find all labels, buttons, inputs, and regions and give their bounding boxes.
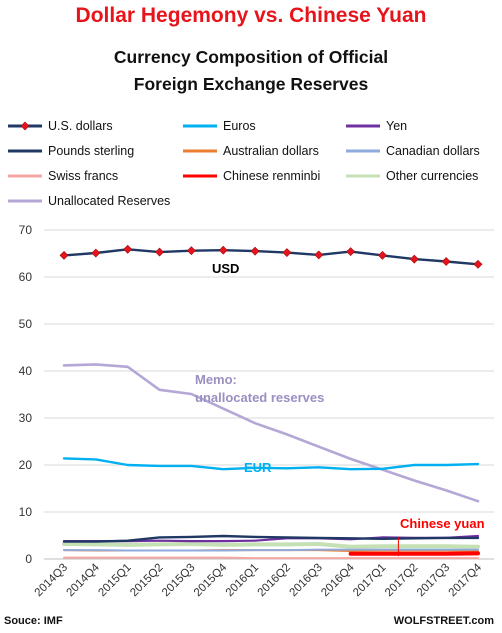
annotation-usd: USD	[212, 261, 239, 276]
source-note: Souce: IMF	[4, 615, 63, 627]
x-tick-label: 2016Q3	[287, 562, 324, 599]
series-line-pounds-sterling	[62, 534, 480, 543]
x-tick-label: 2017Q2	[383, 562, 420, 599]
legend-item-canadian-dollars: Canadian dollars	[344, 141, 480, 161]
usd-data-point	[155, 247, 164, 257]
usd-data-point	[282, 248, 292, 257]
series-line-u-s-dollars	[62, 248, 480, 266]
usd-data-point	[218, 245, 228, 255]
annotation-memo: Memo:	[195, 372, 237, 387]
legend-label-australian-dollars: Australian dollars	[223, 144, 319, 158]
legend-label-pounds-sterling: Pounds sterling	[48, 144, 135, 158]
y-tick-label: 50	[19, 317, 33, 331]
legend-item-chinese-renminbi: Chinese renminbi	[181, 166, 320, 186]
y-tick-label: 60	[19, 270, 33, 284]
chart-legend: U.S. dollars Euros Yen Pounds sterling Austr…	[0, 116, 502, 212]
legend-swatch-pounds-sterling	[6, 145, 44, 157]
usd-data-point	[346, 247, 356, 257]
annotation-unallocated-reserves: unallocated reserves	[195, 390, 324, 405]
legend-swatch-yen	[344, 120, 382, 132]
x-tick-label: 2015Q3	[160, 562, 197, 599]
annotation-chinese-yuan: Chinese yuan	[400, 516, 485, 531]
series-line-euros	[62, 457, 480, 471]
usd-data-point	[59, 250, 69, 260]
legend-item-euros: Euros	[181, 116, 256, 136]
usd-data-point	[186, 246, 196, 256]
legend-item-u-s-dollars: U.S. dollars	[6, 116, 113, 136]
legend-label-swiss-francs: Swiss francs	[48, 169, 119, 183]
legend-label-chinese-renminbi: Chinese renminbi	[223, 169, 321, 183]
series-line-other-currencies	[62, 542, 480, 549]
legend-item-swiss-francs: Swiss francs	[6, 166, 118, 186]
legend-item-other-currencies: Other currencies	[344, 166, 478, 186]
y-tick-label: 0	[25, 552, 32, 566]
legend-item-pounds-sterling: Pounds sterling	[6, 141, 134, 161]
subtitle-line-2: Foreign Exchange Reserves	[133, 74, 369, 94]
legend-label-u-s-dollars: U.S. dollars	[48, 119, 113, 133]
y-tick-label: 10	[19, 505, 33, 519]
series-line-canadian-dollars	[63, 548, 479, 552]
y-tick-label: 30	[19, 411, 33, 425]
x-tick-label: 2015Q4	[192, 561, 230, 599]
usd-data-point	[250, 246, 260, 256]
legend-item-australian-dollars: Australian dollars	[181, 141, 319, 161]
legend-swatch-chinese-renminbi	[181, 170, 219, 182]
chart-subtitle: Currency Composition of Official Foreign…	[0, 44, 502, 98]
x-tick-label: 2017Q3	[415, 562, 452, 599]
x-tick-label: 2015Q1	[96, 562, 133, 599]
line-chart: 0102030405060702014Q32014Q42015Q12015Q22…	[19, 223, 494, 599]
legend-label-yen: Yen	[386, 119, 408, 133]
usd-data-point	[91, 248, 101, 258]
x-tick-label: 2014Q3	[33, 562, 70, 599]
usd-data-point	[409, 254, 419, 264]
x-tick-label: 2015Q2	[128, 562, 165, 599]
series-line-unallocated-reserves	[62, 363, 480, 503]
usd-data-point	[314, 250, 324, 260]
x-tick-label: 2016Q4	[319, 561, 357, 599]
legend-label-euros: Euros	[223, 119, 256, 133]
y-tick-label: 20	[19, 458, 33, 472]
x-tick-label: 2017Q1	[351, 562, 388, 599]
usd-data-point	[123, 244, 133, 254]
x-tick-label: 2016Q1	[224, 562, 261, 599]
usd-data-point	[441, 257, 451, 266]
annotation-eur: EUR	[244, 460, 272, 475]
x-tick-label: 2014Q4	[65, 561, 103, 599]
legend-swatch-other-currencies	[344, 170, 382, 182]
legend-swatch-australian-dollars	[181, 145, 219, 157]
legend-swatch-canadian-dollars	[344, 145, 382, 157]
y-tick-label: 70	[19, 223, 33, 237]
subtitle-line-1: Currency Composition of Official	[113, 47, 389, 67]
legend-swatch-swiss-francs	[6, 170, 44, 182]
legend-swatch-unallocated-reserves	[6, 195, 44, 207]
usd-data-point	[378, 250, 387, 260]
legend-label-canadian-dollars: Canadian dollars	[386, 144, 480, 158]
legend-swatch-euros	[181, 120, 219, 132]
legend-item-yen: Yen	[344, 116, 407, 136]
series-line-swiss-francs	[63, 556, 479, 560]
legend-label-other-currencies: Other currencies	[386, 169, 479, 183]
y-tick-label: 40	[19, 364, 33, 378]
legend-label-unallocated-reserves: Unallocated Reserves	[48, 194, 171, 208]
x-tick-label: 2016Q2	[256, 562, 293, 599]
x-tick-label: 2017Q4	[447, 561, 485, 599]
usd-data-point	[473, 259, 483, 269]
chart-title: Dollar Hegemony vs. Chinese Yuan	[75, 4, 427, 27]
credit-label: WOLFSTREET.com	[393, 615, 494, 627]
legend-swatch-u-s-dollars	[6, 120, 44, 132]
legend-item-unallocated-reserves: Unallocated Reserves	[6, 191, 170, 211]
